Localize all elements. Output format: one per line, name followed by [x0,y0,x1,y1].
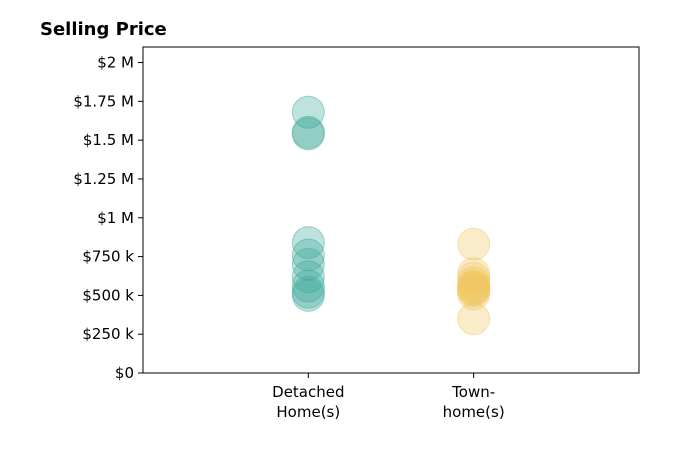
y-tick-label: $0 [115,364,134,382]
detached-home-point [291,278,325,312]
y-tick-label: $1.25 M [73,170,134,188]
y-tick-label: $1.75 M [73,92,134,110]
x-tick-label: Town- [451,383,495,401]
data-points [291,95,491,336]
y-tick-label: $500 k [82,286,134,304]
townhome-point [457,302,491,336]
x-tick-label: Home(s) [276,403,340,421]
townhome-point [457,261,491,295]
x-tick-label: Detached [272,383,344,401]
townhome-point [457,257,491,291]
detached-home-point [291,275,325,309]
townhome-point [457,271,491,305]
detached-home-point [291,95,325,129]
chart-title: Selling Price [40,19,167,40]
x-axis: Detached Home(s) Town-home(s) [272,373,505,421]
townhome-point [457,266,491,300]
y-tick-label: $750 k [82,248,134,266]
detached-home-point [291,115,325,149]
y-tick-label: $1 M [97,209,134,227]
detached-home-point [291,226,325,260]
townhome-point [457,277,491,311]
detached-home-point [291,247,325,281]
townhome-point [457,274,491,308]
townhome-point [457,269,491,303]
y-axis: $0 $250 k $500 k $750 k $1 M $1.25 M $1.5 M $1.… [73,54,143,382]
y-tick-label: $2 M [97,54,134,72]
x-tick-label: home(s) [443,403,505,421]
detached-home-point [291,269,325,303]
y-tick-label: $250 k [82,325,134,343]
townhome-point [457,272,491,306]
detached-home-point [291,117,325,151]
plot-area [142,46,640,374]
detached-home-point [291,260,325,294]
detached-home-point [291,238,325,272]
y-tick-label: $1.5 M [83,131,134,149]
townhome-point [457,227,491,261]
